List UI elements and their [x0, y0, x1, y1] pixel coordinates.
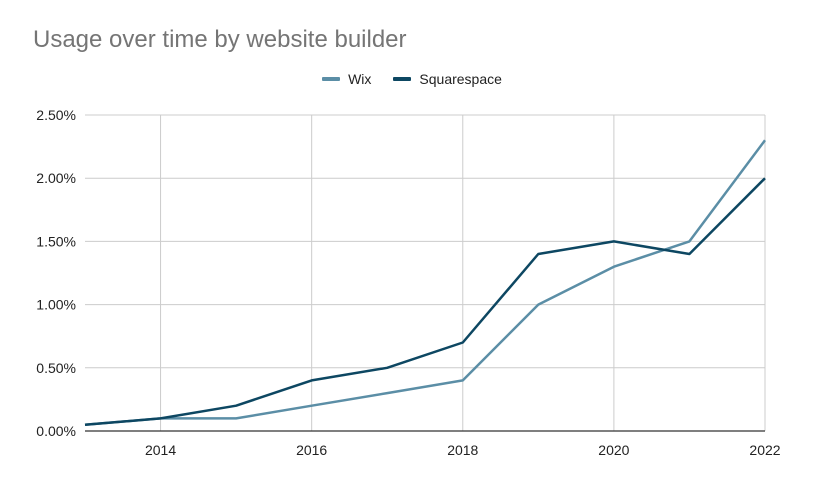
x-tick-label: 2016	[296, 442, 327, 458]
chart-title: Usage over time by website builder	[33, 26, 407, 53]
legend-swatch-wix	[322, 77, 341, 81]
series-line-squarespace	[84, 177, 766, 426]
legend: Wix Squarespace	[0, 71, 824, 87]
x-tick-label: 2020	[598, 442, 629, 458]
gridlines	[85, 114, 766, 432]
y-axis-ticks: 0.00% 0.50% 1.00% 1.50% 2.00% 2.50%	[36, 107, 76, 439]
y-tick-label: 2.50%	[36, 107, 76, 123]
legend-label-wix: Wix	[348, 71, 372, 87]
x-tick-label: 2022	[749, 442, 780, 458]
y-tick-label: 0.50%	[36, 360, 76, 376]
legend-item-wix: Wix	[322, 71, 371, 87]
x-tick-label: 2018	[447, 442, 478, 458]
y-tick-label: 2.00%	[36, 170, 76, 186]
y-tick-label: 1.50%	[36, 233, 76, 249]
legend-label-squarespace: Squarespace	[419, 71, 502, 87]
series-lines	[84, 139, 767, 426]
series-line-wix	[84, 139, 767, 426]
legend-item-squarespace: Squarespace	[393, 71, 502, 87]
legend-swatch-squarespace	[393, 77, 412, 81]
y-tick-label: 1.00%	[36, 297, 76, 313]
x-axis-ticks: 2014 2016 2018 2020 2022	[145, 442, 781, 458]
y-tick-label: 0.00%	[36, 423, 76, 439]
x-tick-label: 2014	[145, 442, 176, 458]
